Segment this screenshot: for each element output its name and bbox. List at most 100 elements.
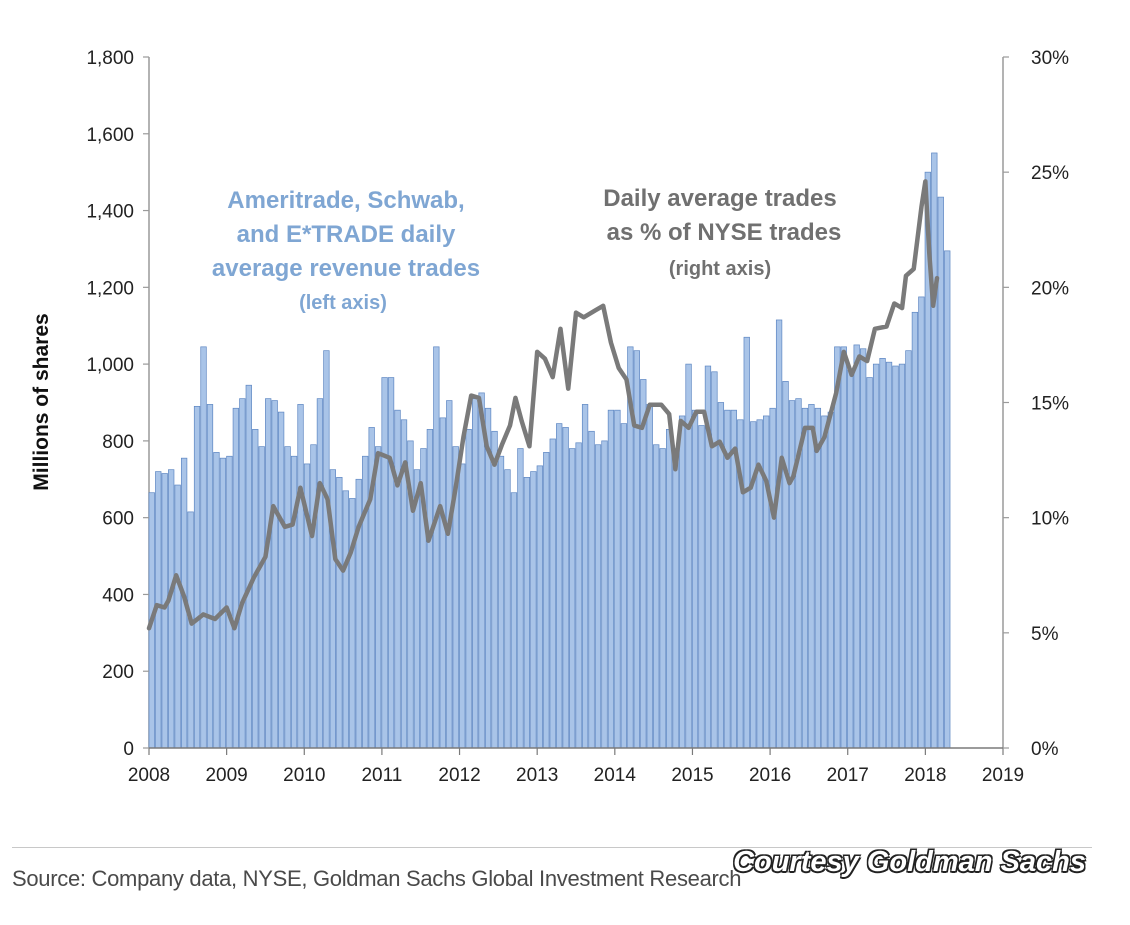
- right-tick-label: 10%: [1031, 509, 1069, 530]
- bar: [743, 336, 750, 749]
- bar: [885, 361, 893, 749]
- bar: [433, 346, 440, 749]
- x-tick-label: 2008: [128, 765, 170, 786]
- bar: [788, 400, 796, 749]
- bar: [892, 365, 899, 749]
- bar: [549, 438, 556, 749]
- bar: [323, 350, 330, 749]
- right-tick-label: 5%: [1031, 624, 1059, 645]
- line-annotation-note: (right axis): [669, 258, 771, 280]
- bar: [439, 417, 446, 749]
- bar: [581, 404, 589, 749]
- bar: [478, 392, 485, 749]
- bar: [607, 409, 615, 749]
- bar: [387, 377, 395, 749]
- bar: [575, 442, 582, 749]
- bar: [588, 430, 595, 749]
- bar: [284, 446, 291, 749]
- bar: [801, 407, 809, 749]
- bar: [472, 398, 479, 749]
- bar: [200, 346, 207, 749]
- bar: [569, 448, 576, 749]
- bar: [226, 455, 233, 749]
- bar: [814, 407, 822, 749]
- bar: [562, 427, 569, 749]
- bar: [258, 446, 265, 749]
- source-note: Source: Company data, NYSE, Goldman Sach…: [12, 866, 742, 891]
- left-tick-label: 1,600: [86, 125, 134, 146]
- bar: [905, 350, 912, 749]
- bar: [911, 311, 919, 749]
- bar: [717, 402, 725, 749]
- left-tick-label: 200: [102, 662, 134, 683]
- bar: [536, 465, 543, 749]
- left-axis-label: Millions of shares: [30, 313, 53, 490]
- bar: [491, 430, 498, 749]
- bar: [782, 381, 789, 749]
- right-tick-label: 25%: [1031, 163, 1069, 184]
- bar-series: [148, 152, 951, 749]
- bar: [640, 379, 647, 749]
- bar: [245, 384, 252, 749]
- bar: [497, 455, 505, 749]
- bar: [620, 423, 628, 749]
- bar: [678, 415, 686, 749]
- bar: [394, 409, 401, 749]
- x-tick-label: 2011: [361, 765, 402, 786]
- left-tick-label: 1,400: [86, 202, 134, 223]
- bar: [898, 363, 906, 749]
- bar: [523, 477, 531, 749]
- bar: [827, 411, 834, 749]
- left-tick-label: 1,200: [86, 278, 134, 299]
- bar: [944, 250, 951, 749]
- bar: [633, 350, 640, 749]
- bar: [239, 398, 246, 749]
- bars-annotation-note: (left axis): [299, 292, 387, 314]
- bar: [316, 398, 324, 749]
- line-annotation: Daily average trades as % of NYSE trades…: [603, 185, 841, 280]
- x-tick-label: 2012: [438, 765, 480, 786]
- bar: [310, 444, 317, 749]
- bars-annotation-line-1: Ameritrade, Schwab,: [227, 187, 464, 214]
- bar: [375, 446, 382, 749]
- x-tick-label: 2016: [749, 765, 791, 786]
- bar: [336, 477, 343, 749]
- bar: [252, 429, 259, 749]
- bar: [465, 429, 472, 749]
- axes: 2008 2009 2010 2011 2012 2013 2014 2015 2016 2017…: [86, 48, 1069, 786]
- chart: 2008 2009 2010 2011 2012 2013 2014 2015 2016 2017…: [30, 48, 1069, 786]
- bar: [594, 444, 602, 749]
- bar: [775, 319, 783, 749]
- bar: [853, 344, 860, 749]
- left-tick-label: 600: [102, 509, 134, 530]
- x-tick-label: 2009: [205, 765, 247, 786]
- bar: [342, 490, 349, 749]
- bar: [213, 452, 220, 749]
- bar: [232, 407, 239, 749]
- bar: [847, 369, 854, 749]
- bar: [381, 377, 388, 749]
- bar: [601, 440, 608, 749]
- bar: [918, 296, 925, 749]
- bar: [193, 405, 201, 749]
- bars-annotation-line-2: and E*TRADE daily: [237, 221, 456, 248]
- right-tick-label: 30%: [1031, 48, 1069, 69]
- bar: [187, 511, 194, 749]
- right-tick-label: 0%: [1031, 739, 1059, 760]
- bar: [206, 404, 214, 749]
- left-tick-label: 0: [123, 739, 134, 760]
- bar: [446, 400, 453, 749]
- bars-annotation-line-3: average revenue trades: [212, 255, 480, 282]
- bar: [530, 471, 537, 749]
- bar: [769, 407, 776, 749]
- bar: [763, 415, 770, 749]
- bar: [872, 363, 880, 749]
- bar: [672, 448, 679, 749]
- bar: [543, 452, 550, 749]
- x-tick-label: 2019: [982, 765, 1024, 786]
- line-annotation-line-2: as % of NYSE trades: [607, 219, 842, 246]
- bars-annotation: Ameritrade, Schwab, and E*TRADE daily av…: [212, 187, 480, 314]
- bar: [174, 484, 181, 749]
- x-tick-label: 2013: [516, 765, 558, 786]
- x-tick-label: 2018: [904, 765, 946, 786]
